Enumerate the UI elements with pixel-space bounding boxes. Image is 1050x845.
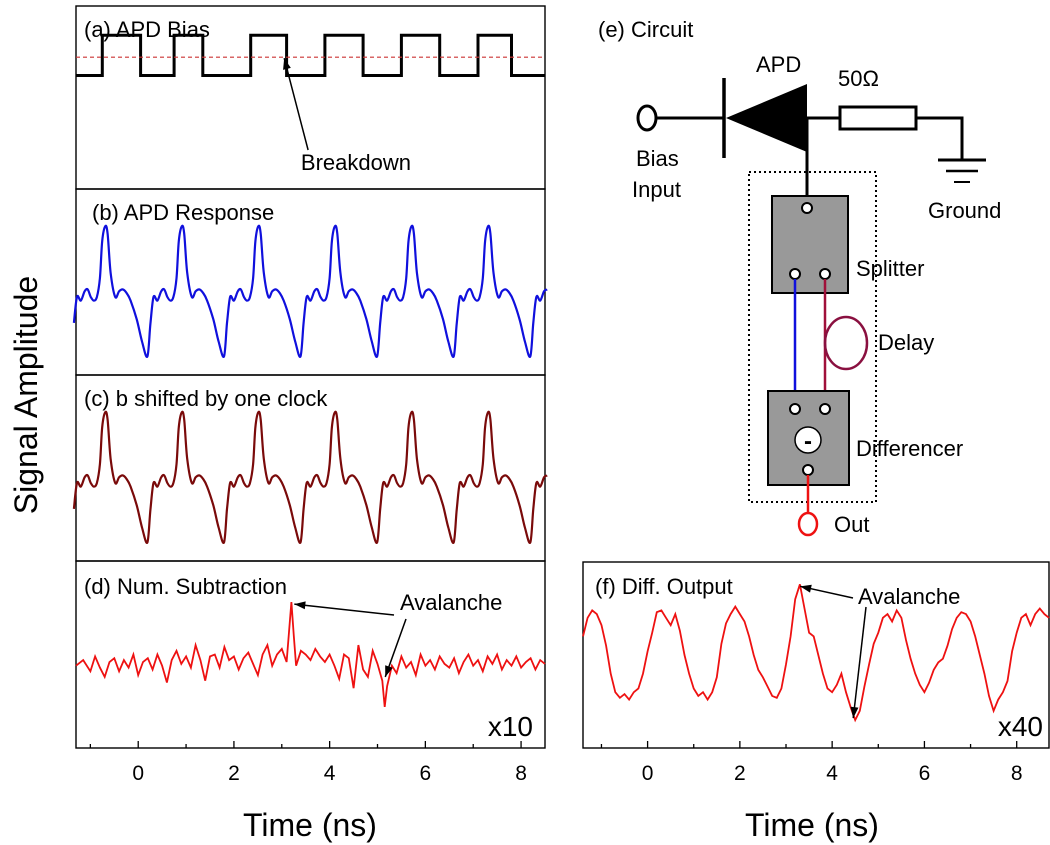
x-right-tick-label: 0	[642, 762, 654, 785]
y-axis-title: Signal Amplitude	[8, 276, 44, 514]
differencer-label: Differencer	[856, 436, 963, 461]
subtraction-trace	[75, 602, 546, 708]
x-axis-title-left: Time (ns)	[243, 807, 377, 843]
bias-label-2: Input	[632, 177, 681, 202]
out-terminal	[797, 511, 819, 537]
differencer-port	[789, 403, 801, 415]
panel-c-shifted: (c) b shifted by one clock	[72, 374, 548, 562]
x-left-tick-label: 0	[132, 762, 144, 785]
splitter-port	[789, 268, 801, 280]
x-ticks-right: 0 2 4 6 8	[600, 741, 1023, 785]
panel-d-scale: x10	[488, 711, 533, 742]
shifted-response-trace	[72, 410, 548, 545]
avalanche-arrow-f1	[799, 584, 854, 599]
bias-input-terminal	[636, 104, 658, 132]
avalanche-arrow-d1	[294, 601, 395, 616]
x-right-tick-label: 4	[826, 762, 838, 785]
circuit-title: (e) Circuit	[598, 17, 693, 42]
x-right-tick-label: 6	[919, 762, 931, 785]
minus-icon	[794, 426, 822, 454]
apd-response-trace	[72, 224, 548, 359]
minus-label: -	[804, 428, 812, 455]
wire-to-ground	[916, 116, 964, 160]
panel-f-frame	[582, 561, 1050, 749]
panel-f-diff-output: (f) Diff. Output x40 Avalanche	[582, 561, 1050, 749]
panel-c-title: (c) b shifted by one clock	[84, 386, 328, 411]
resistor-icon	[838, 105, 918, 131]
splitter-port	[801, 202, 813, 214]
x-right-tick-label: 8	[1011, 762, 1023, 785]
avalanche-annotation-f: Avalanche	[858, 584, 960, 609]
differencer-port	[819, 403, 831, 415]
panel-a-title: (a) APD Bias	[84, 17, 210, 42]
x-axis-title-right: Time (ns)	[745, 807, 879, 843]
breakdown-annotation: Breakdown	[301, 150, 411, 175]
diff-output-trace	[582, 584, 1050, 723]
x-left-tick-label: 2	[228, 762, 240, 785]
delay-loop-icon	[823, 315, 869, 371]
bias-square-wave	[76, 33, 545, 77]
panel-b-title: (b) APD Response	[92, 200, 274, 225]
x-right-tick-label: 2	[734, 762, 746, 785]
enclosure-box	[748, 171, 877, 503]
resistor-label: 50Ω	[838, 66, 879, 91]
panel-f-title: (f) Diff. Output	[595, 574, 733, 599]
panel-a-bias: (a) APD Bias Breakdown	[75, 5, 546, 190]
apd-diode-icon	[726, 84, 807, 152]
panel-d-title: (d) Num. Subtraction	[84, 574, 287, 599]
circuit-diagram: (e) Circuit APD 50Ω Bias Input Ground Sp…	[598, 17, 1001, 537]
x-left-tick-label: 4	[324, 762, 336, 785]
avalanche-arrow-f2	[850, 606, 867, 719]
panel-d-frame	[75, 560, 546, 749]
splitter-label: Splitter	[856, 256, 924, 281]
avalanche-arrow-d2	[384, 618, 407, 678]
differencer-port	[802, 464, 814, 476]
apd-label: APD	[756, 52, 801, 77]
x-ticks-left: 0 2 4 6 8	[89, 741, 527, 785]
ground-label: Ground	[928, 198, 1001, 223]
x-left-tick-label: 6	[420, 762, 432, 785]
breakdown-arrow	[283, 58, 309, 151]
out-label: Out	[834, 512, 869, 537]
x-left-tick-label: 8	[515, 762, 527, 785]
panel-d-subtraction: (d) Num. Subtraction x10 Avalanche	[75, 560, 546, 749]
panel-b-response: (b) APD Response	[72, 188, 548, 376]
panel-f-scale: x40	[998, 711, 1043, 742]
avalanche-annotation-d: Avalanche	[400, 590, 502, 615]
splitter-port	[819, 268, 831, 280]
delay-label: Delay	[878, 330, 934, 355]
bias-label-1: Bias	[636, 146, 679, 171]
